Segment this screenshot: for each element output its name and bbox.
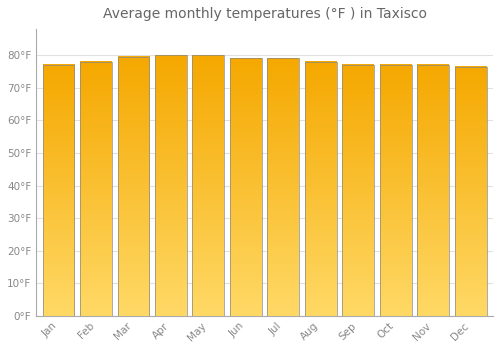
Bar [155,55,187,316]
Bar [192,55,224,316]
Bar [417,65,449,316]
Bar [118,57,150,316]
Bar [380,65,412,316]
Title: Average monthly temperatures (°F ) in Taxisco: Average monthly temperatures (°F ) in Ta… [102,7,426,21]
Bar [268,58,299,316]
Bar [42,65,74,316]
Bar [342,65,374,316]
Bar [305,62,336,316]
Bar [80,62,112,316]
Bar [454,66,486,316]
Bar [230,58,262,316]
